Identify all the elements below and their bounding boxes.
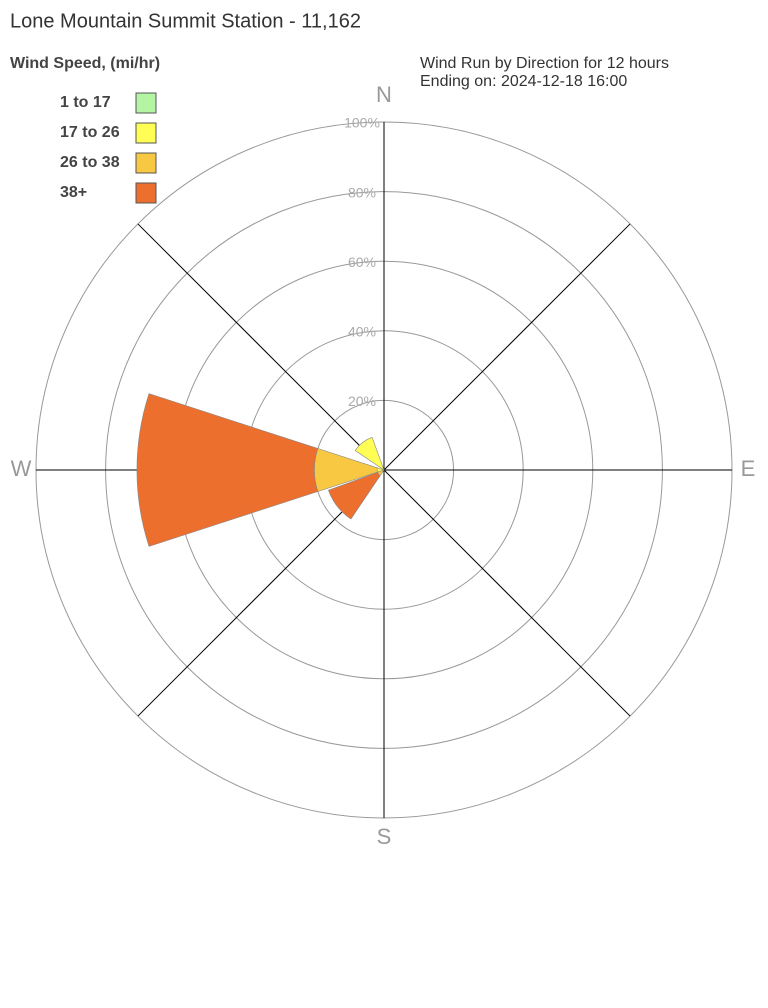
spoke xyxy=(137,223,385,471)
legend-label: 1 to 17 xyxy=(60,94,111,111)
legend-swatch xyxy=(135,122,157,144)
wedge xyxy=(354,436,385,471)
wedge xyxy=(136,393,319,547)
legend-swatch xyxy=(135,152,157,174)
spoke xyxy=(383,223,631,471)
legend-swatch xyxy=(135,182,157,204)
legend-label: 17 to 26 xyxy=(60,124,120,141)
r-tick-label: 80% xyxy=(348,184,376,200)
compass-label: N xyxy=(376,82,392,107)
subtitle: Ending on: 2024-12-18 16:00 xyxy=(420,73,627,90)
compass-label: S xyxy=(377,824,392,849)
legend-swatch xyxy=(135,92,157,114)
legend-title: Wind Speed, (mi/hr) xyxy=(10,55,160,72)
r-tick-label: 20% xyxy=(348,393,376,409)
legend-label: 26 to 38 xyxy=(60,154,120,171)
compass-label: E xyxy=(741,456,756,481)
r-tick-label: 40% xyxy=(348,324,376,340)
r-tick-label: 100% xyxy=(344,115,380,131)
subtitle: Wind Run by Direction for 12 hours xyxy=(420,55,669,72)
chart-title: Lone Mountain Summit Station - 11,162 xyxy=(10,10,361,32)
compass-label: W xyxy=(11,456,32,481)
wedge xyxy=(328,471,381,520)
spoke xyxy=(383,469,631,717)
r-tick-label: 60% xyxy=(348,254,376,270)
legend-label: 38+ xyxy=(60,184,87,201)
